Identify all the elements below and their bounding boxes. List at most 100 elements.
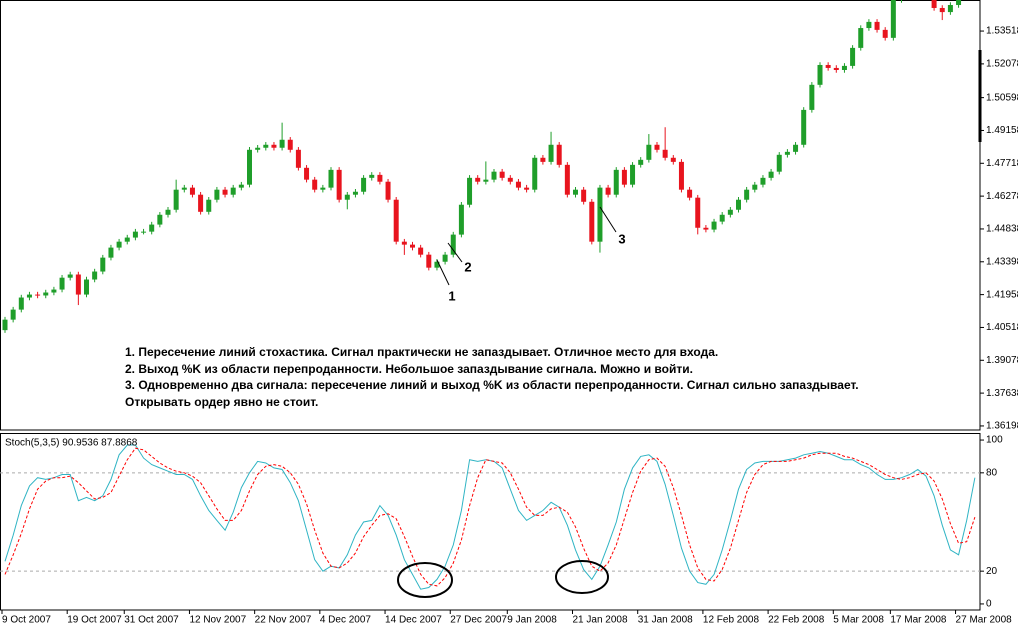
candle-body	[238, 184, 244, 188]
price-panel	[0, 0, 981, 431]
candle-body	[507, 177, 513, 182]
candle-body	[214, 189, 220, 200]
x-tick-label: 5 Mar 2008	[833, 615, 884, 626]
candle-body	[467, 177, 473, 205]
x-tick-label: 12 Nov 2007	[189, 615, 246, 626]
candle-body	[10, 309, 16, 320]
candle-body	[263, 144, 269, 148]
x-tick-label: 21 Jan 2008	[573, 615, 628, 626]
note-line: Открывать ордер явно не стоит.	[125, 395, 318, 409]
candle-body	[597, 187, 603, 242]
candle-body	[165, 209, 171, 215]
candle-body	[703, 227, 709, 230]
candle-body	[230, 187, 236, 195]
candle-body	[646, 144, 652, 160]
x-tick-label: 31 Oct 2007	[124, 615, 179, 626]
candle-body	[255, 147, 261, 150]
candles	[2, 0, 962, 333]
candle-body	[809, 84, 815, 110]
highlight-ellipse	[397, 562, 453, 598]
stoch-line	[4, 447, 976, 587]
stoch-title: Stoch(5,3,5) 90.9536 87.8868	[5, 438, 138, 449]
candle-body	[711, 221, 717, 230]
y-tick-label: 1.47718	[986, 158, 1018, 169]
candle-body	[540, 157, 546, 162]
candle-body	[2, 319, 8, 331]
candle-body	[956, 0, 962, 6]
candle-body	[760, 177, 766, 185]
y-tick-label: 0	[986, 599, 992, 610]
candle-body	[336, 169, 342, 200]
candle-body	[630, 164, 636, 185]
y-tick-label: 1.36198	[986, 421, 1018, 432]
candle-body	[499, 171, 505, 178]
candle-body	[727, 209, 733, 215]
candle-body	[654, 144, 660, 150]
candle-body	[589, 201, 595, 242]
candle-body	[369, 174, 375, 178]
candle-body	[931, 0, 937, 8]
stoch-lines	[0, 444, 980, 590]
candle-body	[426, 254, 432, 268]
candle-body	[434, 261, 440, 268]
candle-body	[43, 292, 49, 296]
candle-body	[35, 294, 41, 296]
candle-body	[442, 254, 448, 262]
y-tick-label: 80	[986, 467, 998, 478]
candle-body	[75, 274, 81, 295]
candle-body	[613, 169, 619, 195]
candle-body	[295, 149, 301, 168]
candle-body	[352, 191, 358, 195]
x-tick-label: 22 Feb 2008	[768, 615, 825, 626]
candle-body	[157, 214, 163, 225]
stoch-line	[4, 444, 976, 590]
x-tick-label: 9 Oct 2007	[2, 615, 51, 626]
candle-body	[638, 159, 644, 165]
note-line: 1. Пересечение линий стохастика. Сигнал …	[125, 345, 718, 359]
candle-body	[736, 199, 741, 210]
candle-body	[287, 139, 293, 150]
candle-body	[833, 67, 839, 70]
candle-body	[18, 297, 24, 310]
y-tick-label: 1.46278	[986, 191, 1018, 202]
candle-body	[581, 189, 587, 202]
candle-body	[866, 21, 872, 29]
candle-body	[695, 197, 701, 228]
annotation-pointer	[447, 242, 463, 263]
candle-body	[141, 231, 147, 233]
candle-body	[752, 184, 758, 190]
candle-body	[825, 64, 831, 68]
annotation: 2	[464, 259, 471, 274]
candle-body	[801, 109, 807, 145]
x-tick-label: 27 Dec 2007	[450, 615, 507, 626]
candle-body	[939, 7, 945, 13]
candle-body	[475, 177, 481, 182]
y-tick-label: 20	[986, 566, 998, 577]
candle-body	[271, 144, 277, 148]
x-tick-label: 4 Dec 2007	[320, 615, 372, 626]
candle-body	[515, 181, 521, 188]
candle-body	[189, 187, 195, 195]
candle-body	[670, 157, 676, 162]
candle-body	[784, 151, 790, 155]
candle-body	[344, 194, 350, 200]
x-tick-label: 17 Mar 2008	[890, 615, 947, 626]
candle-body	[882, 29, 888, 38]
candle-body	[687, 189, 693, 198]
candle-body	[59, 277, 65, 290]
candle-body	[662, 149, 668, 158]
annotation: 3	[618, 231, 625, 246]
y-tick-label: 1.50598	[986, 92, 1018, 103]
candle-body	[247, 149, 252, 185]
candle-body	[181, 187, 187, 190]
highlight-ellipse	[555, 560, 609, 594]
candle-body	[850, 47, 856, 66]
y-tick-label: 1.53518	[986, 26, 1018, 37]
candle-body	[548, 144, 554, 162]
candle-body	[124, 237, 130, 242]
x-tick-label: 19 Oct 2007	[67, 615, 122, 626]
candle-body	[377, 174, 383, 182]
candle-body	[768, 171, 774, 178]
